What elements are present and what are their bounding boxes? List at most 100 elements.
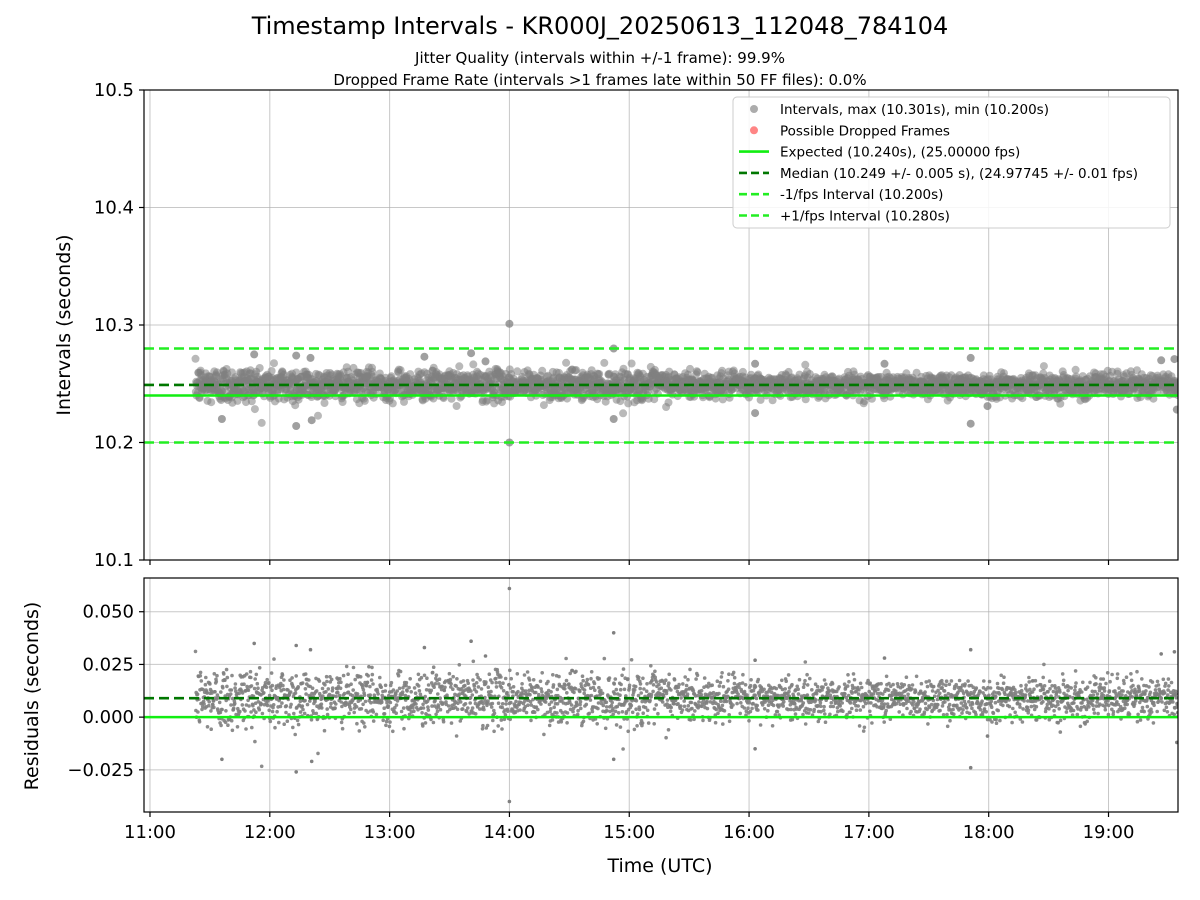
- data-point: [320, 686, 325, 691]
- data-point: [379, 685, 384, 689]
- intervals-y-axis-label: Intervals (seconds): [53, 234, 75, 415]
- data-point: [355, 692, 360, 696]
- data-point: [233, 701, 237, 706]
- data-point: [803, 722, 808, 726]
- data-point: [414, 702, 418, 706]
- data-point: [349, 707, 353, 712]
- data-point: [399, 709, 404, 714]
- data-point: [388, 683, 393, 688]
- data-point: [646, 721, 651, 725]
- data-point: [257, 418, 266, 427]
- data-point: [789, 707, 793, 712]
- data-point: [470, 693, 475, 697]
- data-point: [494, 676, 498, 681]
- y-tick-label: 10.5: [94, 80, 134, 101]
- data-point: [629, 658, 634, 662]
- data-point: [199, 679, 204, 683]
- data-point: [270, 709, 275, 714]
- data-point: [588, 686, 593, 690]
- data-point: [291, 685, 295, 689]
- data-point: [683, 675, 687, 679]
- data-point: [204, 675, 208, 680]
- data-point: [650, 678, 654, 683]
- data-point: [250, 405, 259, 414]
- data-point: [499, 675, 503, 679]
- data-point: [802, 682, 807, 686]
- data-point: [818, 704, 823, 708]
- data-point: [229, 718, 234, 723]
- data-point: [718, 366, 727, 375]
- data-point: [756, 708, 760, 712]
- data-point: [766, 708, 770, 713]
- data-point: [319, 702, 324, 706]
- legend-entry-label: -1/fps Interval (10.200s): [780, 187, 943, 203]
- data-point: [249, 710, 253, 714]
- data-point: [219, 723, 223, 728]
- data-point: [288, 690, 293, 694]
- data-point: [394, 692, 398, 696]
- data-point: [624, 694, 628, 698]
- data-point: [828, 693, 833, 697]
- data-point: [492, 729, 496, 734]
- data-point: [807, 711, 811, 715]
- data-point: [451, 687, 455, 691]
- data-point: [595, 722, 599, 726]
- data-point: [605, 709, 609, 713]
- data-point: [235, 725, 240, 729]
- data-point: [351, 688, 356, 692]
- data-point: [446, 704, 451, 708]
- data-point: [382, 706, 387, 710]
- data-point: [676, 685, 681, 690]
- data-point: [634, 699, 639, 703]
- intervals-y-ticks: 10.110.210.310.410.5: [94, 80, 144, 571]
- data-point: [317, 679, 322, 683]
- data-point: [491, 718, 495, 723]
- data-point: [244, 703, 249, 707]
- data-point: [412, 686, 417, 690]
- data-point: [340, 726, 345, 731]
- data-point: [593, 688, 597, 692]
- data-point: [582, 691, 586, 696]
- data-point: [578, 689, 582, 694]
- data-point: [470, 706, 475, 710]
- data-point: [679, 696, 683, 700]
- data-point: [430, 704, 434, 708]
- data-point: [511, 690, 515, 694]
- data-point: [504, 702, 508, 706]
- data-point: [362, 693, 367, 697]
- data-point: [835, 706, 840, 710]
- data-point: [612, 682, 616, 686]
- data-point: [457, 692, 462, 696]
- data-point: [805, 693, 810, 697]
- data-point: [460, 707, 465, 711]
- data-point: [848, 710, 852, 714]
- data-point: [280, 673, 285, 677]
- data-point: [778, 703, 782, 707]
- data-point: [547, 702, 552, 707]
- outlier-point: [467, 349, 476, 358]
- data-point: [640, 699, 644, 704]
- data-point: [836, 709, 840, 714]
- data-point: [424, 688, 429, 692]
- data-point: [705, 699, 709, 704]
- data-point: [801, 701, 806, 705]
- data-point: [611, 712, 615, 716]
- data-point: [409, 690, 414, 694]
- data-point: [858, 708, 863, 712]
- data-point: [861, 704, 866, 709]
- data-point: [569, 703, 574, 707]
- data-point: [562, 358, 571, 367]
- data-point: [803, 678, 807, 683]
- data-point: [854, 708, 859, 712]
- outlier-point: [505, 319, 514, 328]
- data-point: [726, 687, 731, 691]
- data-point: [641, 711, 645, 715]
- data-point: [665, 689, 669, 693]
- data-point: [775, 709, 780, 714]
- data-point: [536, 707, 540, 712]
- data-point: [863, 701, 868, 706]
- data-point: [543, 712, 547, 717]
- data-point: [621, 747, 625, 751]
- data-point: [454, 734, 459, 738]
- data-point: [386, 704, 391, 708]
